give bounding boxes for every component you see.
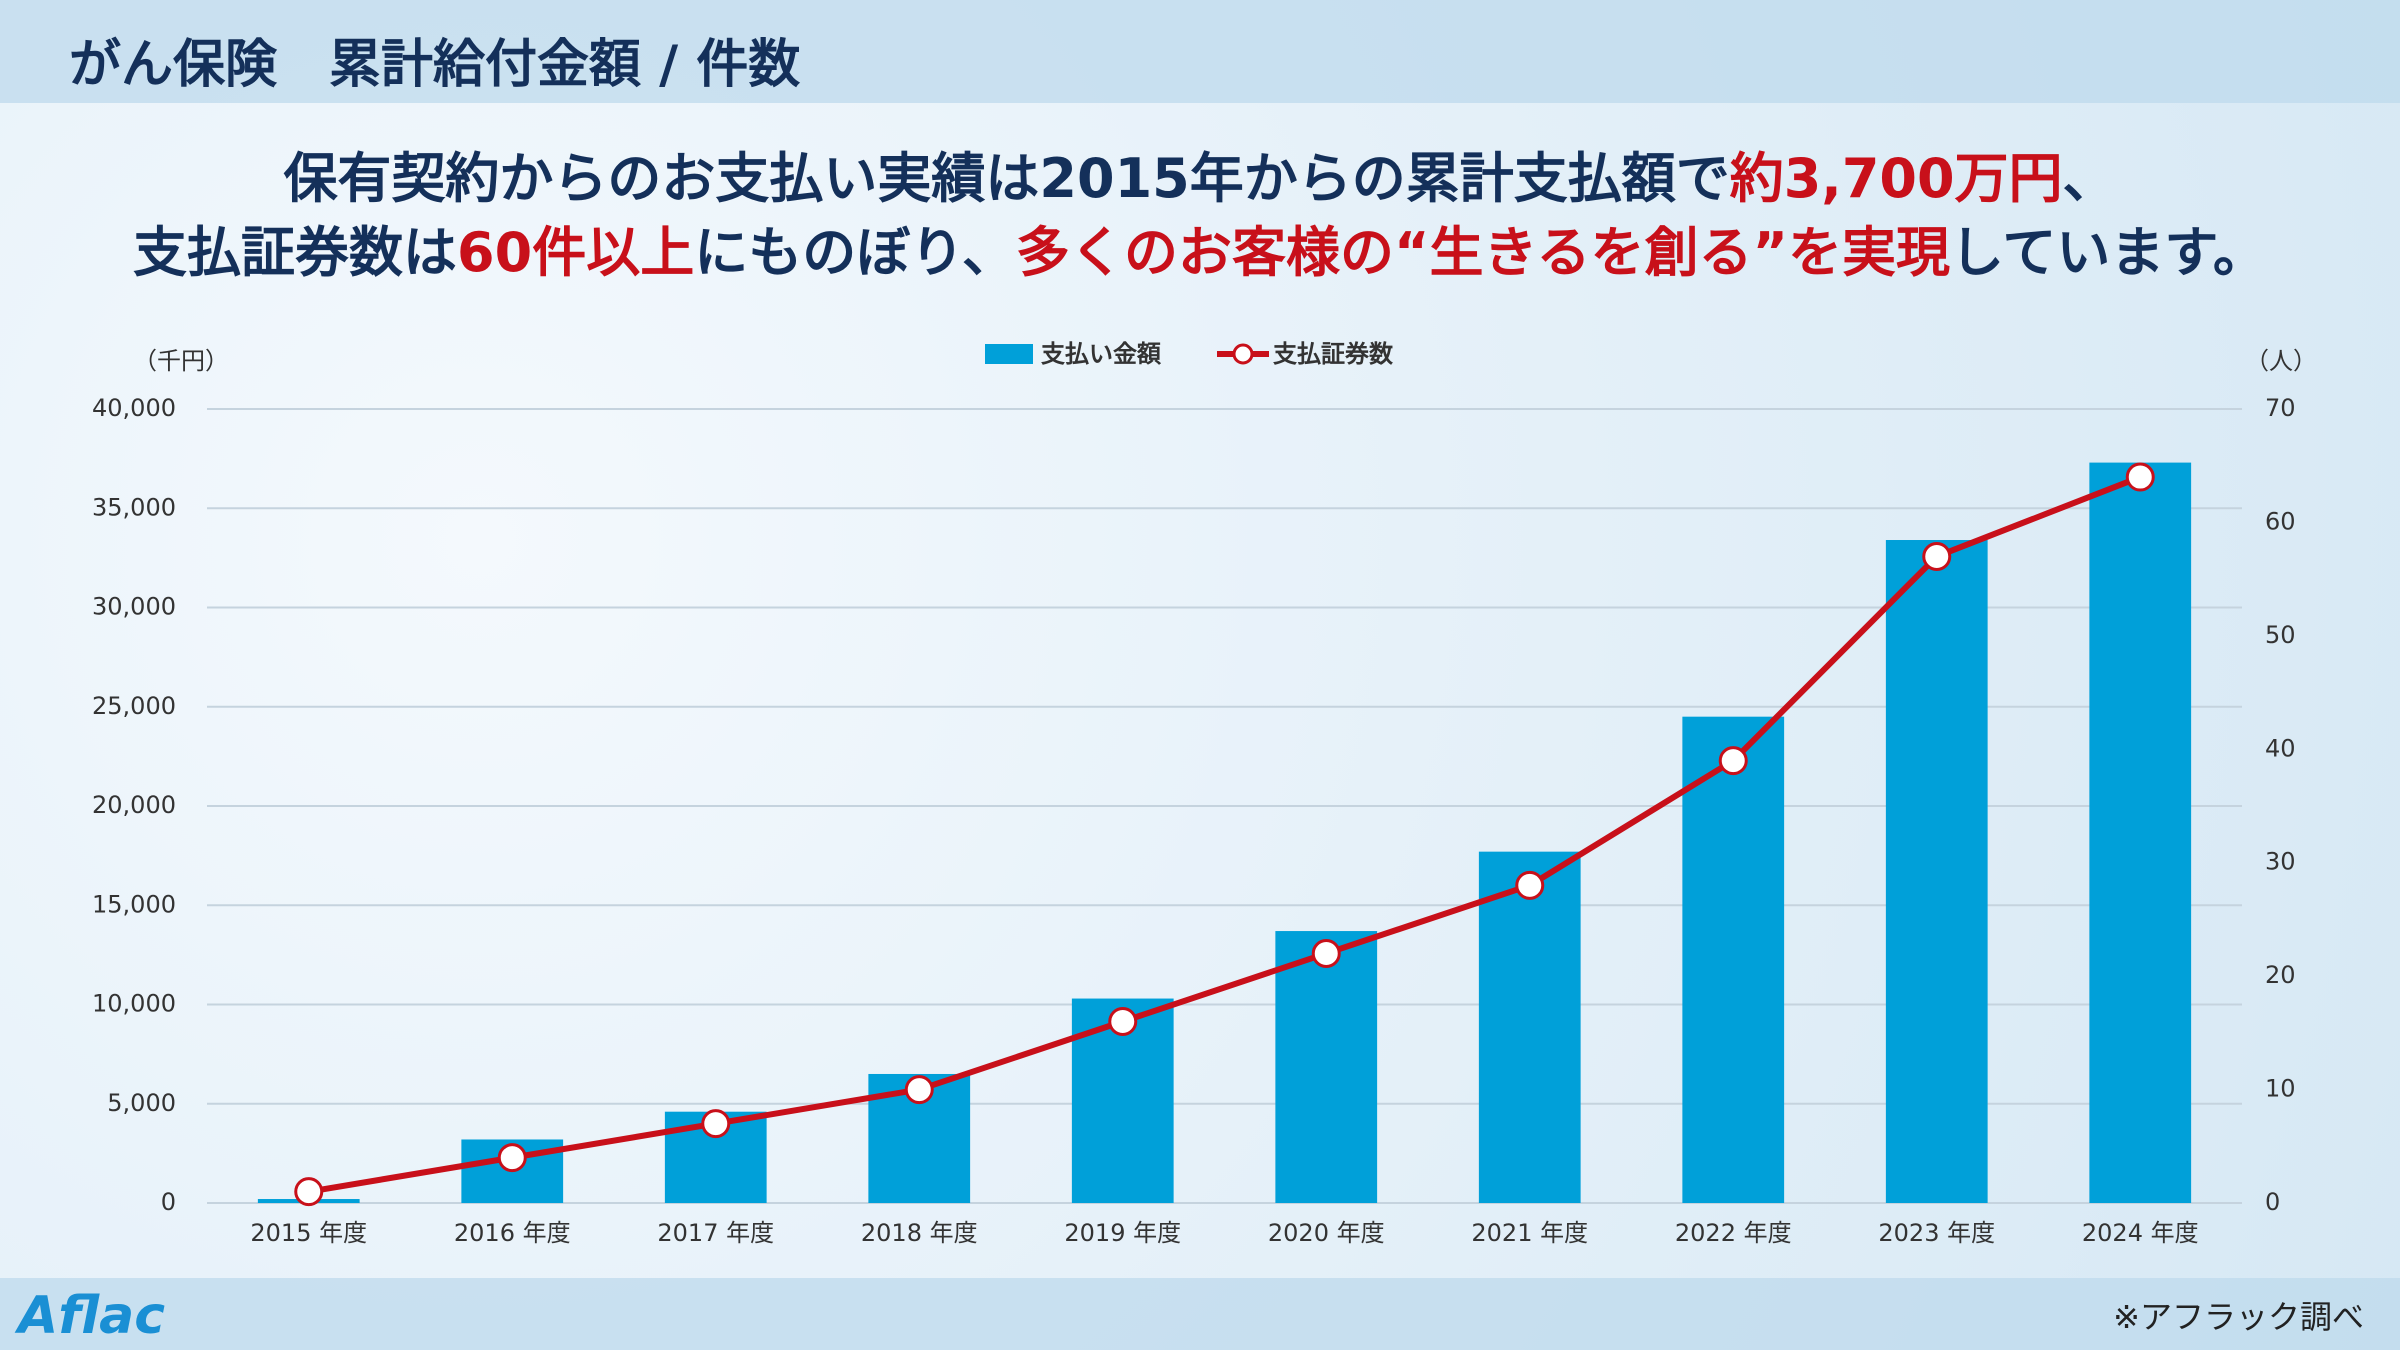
x-tick-label: 2022 年度 [1675, 1219, 1792, 1247]
line-marker [294, 1177, 324, 1207]
headline: 保有契約からのお支払い実績は2015年からの累計支払額で約3,700万円、 支払証… [0, 142, 2400, 290]
header-band: がん保険 累計給付金額 / 件数 [0, 0, 2400, 103]
x-tick-label: 2023 年度 [1878, 1219, 1995, 1247]
legend-marker [1232, 343, 1254, 365]
source-note: ※アフラック調べ [2113, 1298, 2364, 1336]
line-marker [701, 1109, 731, 1139]
line-marker [1922, 541, 1952, 571]
y-tick-label: 40,000 [92, 394, 176, 422]
footer-band: Aflac ※アフラック調べ [0, 1278, 2400, 1350]
x-tick-label: 2017 年度 [657, 1219, 774, 1247]
y2-tick-label: 70 [2265, 394, 2296, 422]
logo: Aflac [18, 1286, 166, 1346]
y-tick-label: 25,000 [92, 692, 176, 720]
x-tick-label: 2020 年度 [1268, 1219, 1385, 1247]
line-marker [1311, 938, 1341, 968]
x-tick-label: 2016 年度 [454, 1219, 571, 1247]
legend-label: 支払証券数 [1273, 340, 1394, 368]
y-axis-unit: （千円） [133, 347, 229, 375]
line-marker [1108, 1007, 1138, 1037]
y2-tick-label: 10 [2265, 1075, 2296, 1103]
x-tick-label: 2024 年度 [2082, 1219, 2199, 1247]
headline-text: にものぼり、 [694, 221, 1017, 284]
y2-tick-label: 20 [2265, 961, 2296, 989]
x-tick-label: 2018 年度 [861, 1219, 978, 1247]
x-tick-label: 2015 年度 [250, 1219, 367, 1247]
bar [1885, 540, 1988, 1203]
x-tick-label: 2019 年度 [1064, 1219, 1181, 1247]
legend-swatch [985, 344, 1033, 364]
line-marker [497, 1143, 527, 1173]
line-marker [2125, 462, 2155, 492]
emphasis-text: 多くのお客様の“生きるを創る” [1016, 221, 1788, 284]
y-tick-label: 35,000 [92, 493, 176, 521]
y-tick-label: 15,000 [92, 890, 176, 918]
y2-tick-label: 40 [2265, 734, 2296, 762]
headline-line: 支払証券数は60件以上にものぼり、多くのお客様の“生きるを創る”を実現しています… [0, 216, 2400, 290]
y2-tick-label: 30 [2265, 848, 2296, 876]
emphasis-text: を実現 [1787, 221, 1950, 284]
headline-line: 保有契約からのお支払い実績は2015年からの累計支払額で約3,700万円、 [0, 142, 2400, 216]
bar [1682, 716, 1785, 1203]
page-title: がん保険 累計給付金額 / 件数 [69, 35, 801, 95]
y-tick-label: 10,000 [92, 990, 176, 1018]
bar [1478, 851, 1581, 1203]
y-tick-label: 20,000 [92, 791, 176, 819]
line [308, 474, 2142, 1195]
headline-text: 、 [2062, 147, 2117, 210]
line-marker [1515, 870, 1545, 900]
legend-label: 支払い金額 [1041, 340, 1162, 368]
emphasis-text: 約3,700万円 [1729, 147, 2063, 210]
headline-text: 支払証券数は [133, 221, 458, 284]
headline-text: しています。 [1949, 221, 2267, 284]
y2-tick-label: 0 [2265, 1188, 2280, 1216]
y-tick-label: 30,000 [92, 593, 176, 621]
bar [1275, 931, 1378, 1203]
y-tick-label: 0 [161, 1188, 176, 1216]
bar [2089, 462, 2192, 1204]
line-marker [904, 1075, 934, 1105]
y-tick-label: 5,000 [107, 1089, 176, 1117]
y2-axis-unit: （人） [2245, 347, 2317, 375]
y2-tick-label: 50 [2265, 621, 2296, 649]
x-tick-label: 2021 年度 [1471, 1219, 1588, 1247]
headline-text: 保有契約からのお支払い実績は2015年からの累計支払額で [283, 147, 1730, 210]
emphasis-text: 60件以上 [457, 221, 695, 284]
y2-tick-label: 60 [2265, 507, 2296, 535]
line-marker [1718, 746, 1748, 776]
